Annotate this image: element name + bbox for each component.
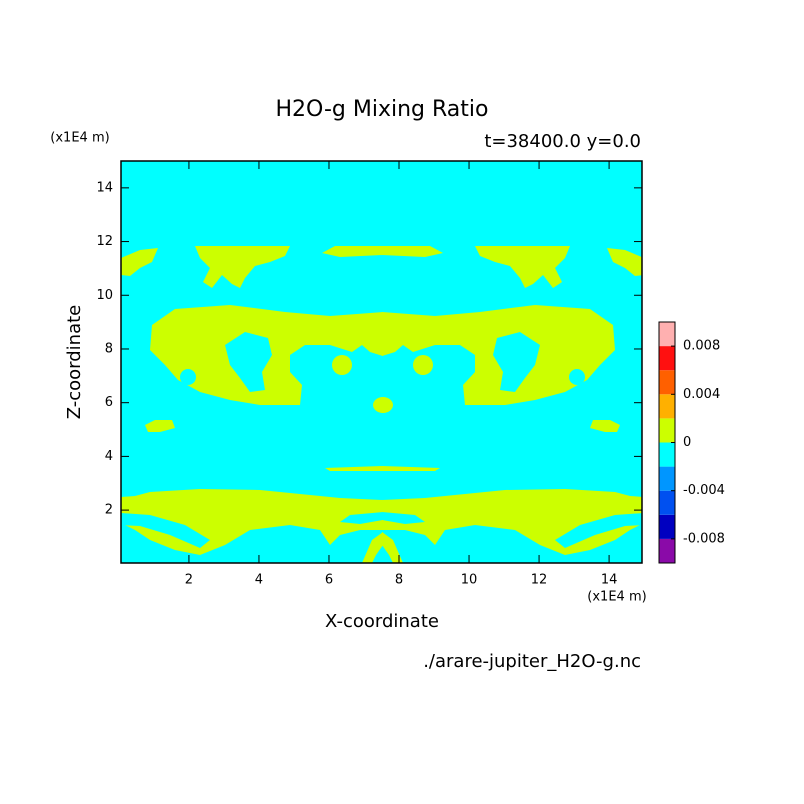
colorbar-band — [659, 418, 675, 443]
colorbar-tick-label: 0.004 — [683, 387, 720, 402]
chart-title: H2O-g Mixing Ratio — [276, 97, 489, 122]
colorbar-band — [659, 346, 675, 371]
colorbar-tick-label: -0.004 — [683, 483, 725, 498]
y-unit: (x1E4 m) — [50, 131, 109, 146]
colorbar-band — [659, 490, 675, 515]
colorbar-band — [659, 370, 675, 395]
colorbar-band — [659, 322, 675, 347]
y-tick-label: 4 — [105, 449, 113, 464]
colorbar-band — [659, 466, 675, 491]
y-tick-label: 8 — [105, 341, 113, 356]
x-axis-label: X-coordinate — [325, 611, 439, 632]
colorbar-tick-label: 0 — [683, 435, 691, 450]
x-tick-label: 8 — [395, 573, 403, 588]
contour-field — [121, 161, 642, 563]
chart-subtitle: t=38400.0 y=0.0 — [484, 131, 641, 152]
colorbar-tick-label: 0.008 — [683, 339, 720, 354]
colorbar-band — [659, 538, 675, 563]
x-tick-label: 12 — [531, 573, 548, 588]
x-tick-label: 14 — [601, 573, 618, 588]
colorbar-band — [659, 514, 675, 539]
x-tick-label: 4 — [255, 573, 263, 588]
x-tick-label: 10 — [461, 573, 478, 588]
y-tick-label: 10 — [96, 288, 113, 303]
plot-frame — [120, 160, 643, 564]
source-file: ./arare-jupiter_H2O-g.nc — [423, 651, 641, 672]
y-axis-label: Z-coordinate — [64, 305, 85, 420]
x-unit: (x1E4 m) — [587, 590, 646, 605]
contour-region — [373, 397, 393, 413]
y-tick-label: 12 — [96, 234, 113, 249]
colorbar-band — [659, 442, 675, 467]
colorbar-tick-label: -0.008 — [683, 531, 725, 546]
x-tick-label: 2 — [185, 573, 193, 588]
y-tick-label: 2 — [105, 503, 113, 518]
x-tick-label: 6 — [325, 573, 333, 588]
y-tick-label: 6 — [105, 395, 113, 410]
y-tick-label: 14 — [96, 180, 113, 195]
colorbar-band — [659, 394, 675, 419]
